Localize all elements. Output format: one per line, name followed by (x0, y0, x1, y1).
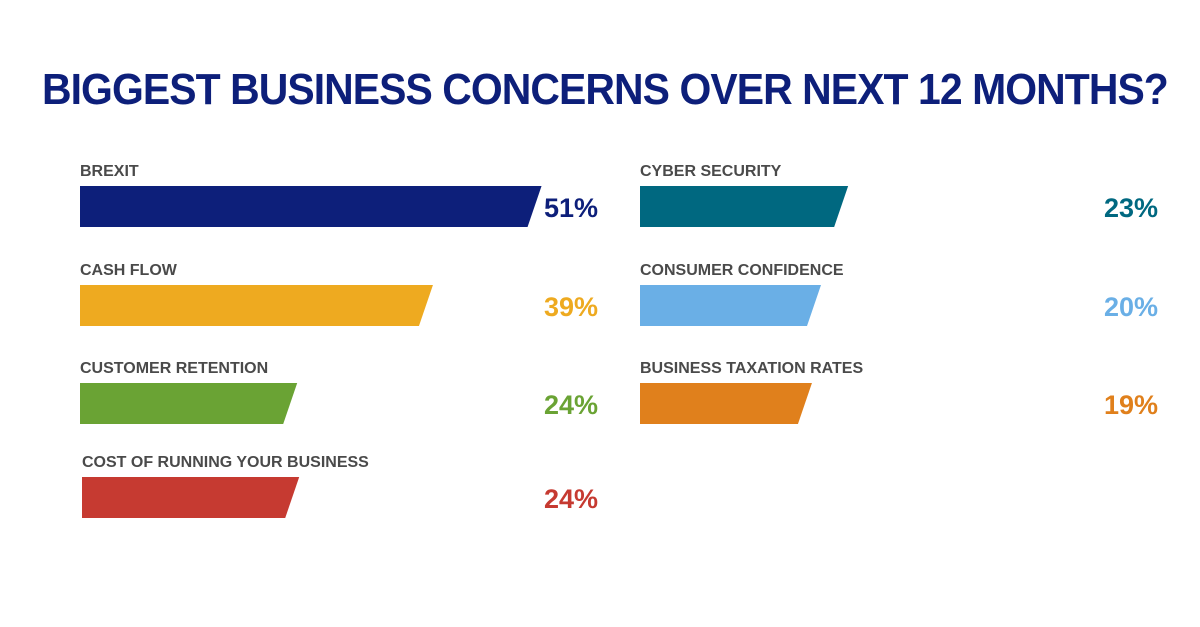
bar-cost-of-running-your-business (82, 477, 300, 518)
bar-cyber-security (640, 186, 849, 227)
category-label-customer-retention: CUSTOMER RETENTION (80, 360, 268, 377)
bar-cash-flow (80, 285, 433, 326)
bar-business-taxation-rates (640, 383, 812, 424)
value-label-cash-flow: 39% (544, 292, 598, 322)
category-label-business-taxation-rates: BUSINESS TAXATION RATES (640, 360, 863, 377)
category-label-cash-flow: CASH FLOW (80, 262, 178, 279)
chart-title: BIGGEST BUSINESS CONCERNS OVER NEXT 12 M… (42, 65, 1169, 114)
category-label-brexit: BREXIT (80, 163, 139, 180)
value-label-customer-retention: 24% (544, 390, 598, 420)
bar-consumer-confidence (640, 285, 821, 326)
value-label-cost-of-running-your-business: 24% (544, 484, 598, 514)
category-label-consumer-confidence: CONSUMER CONFIDENCE (640, 262, 844, 279)
value-label-consumer-confidence: 20% (1104, 292, 1158, 322)
value-label-cyber-security: 23% (1104, 193, 1158, 223)
value-label-business-taxation-rates: 19% (1104, 390, 1158, 420)
bar-brexit (80, 186, 542, 227)
value-label-brexit: 51% (544, 193, 598, 223)
category-label-cyber-security: CYBER SECURITY (640, 163, 782, 180)
bar-customer-retention (80, 383, 298, 424)
category-label-cost-of-running-your-business: COST OF RUNNING YOUR BUSINESS (82, 454, 369, 471)
